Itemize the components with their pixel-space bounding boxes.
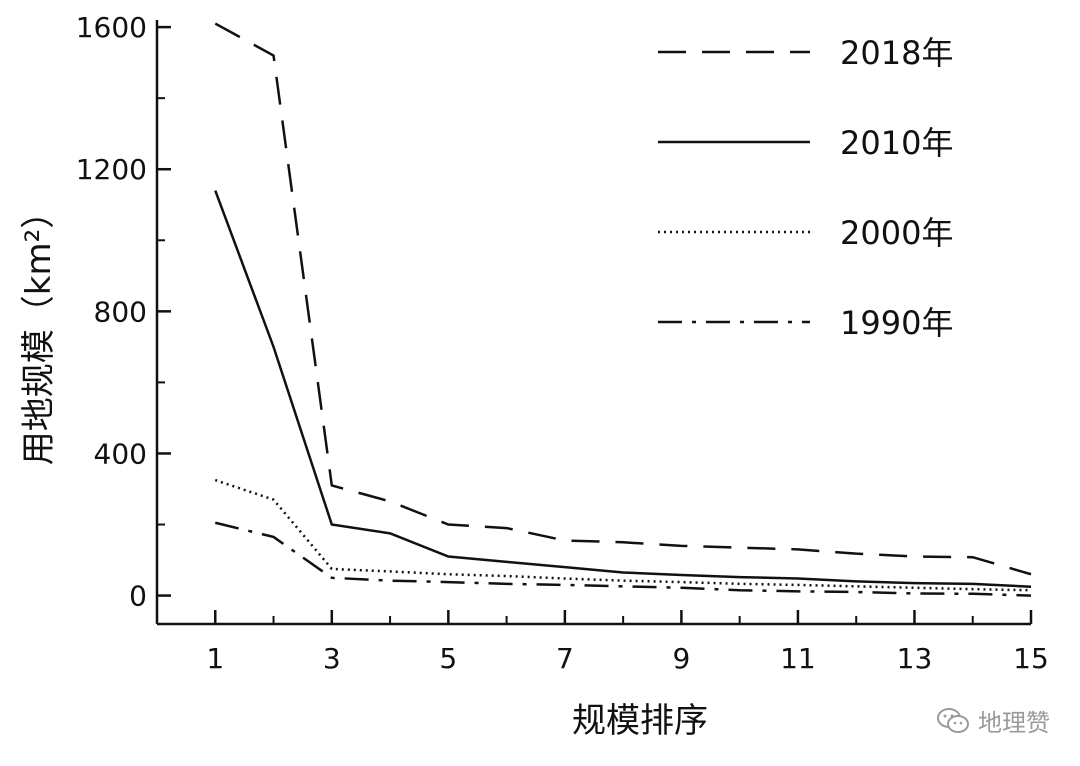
x-tick-label: 5	[439, 642, 457, 675]
x-tick-label: 3	[323, 642, 341, 675]
axes	[155, 20, 1031, 626]
legend-label-1: 2010年	[840, 124, 953, 162]
series-line-0	[214, 22, 1032, 576]
legend-label-0: 2018年	[840, 34, 953, 72]
x-axis-title: 规模排序	[572, 701, 708, 741]
x-tick-label: 7	[556, 642, 574, 675]
x-tick-label: 11	[780, 642, 816, 675]
watermark: 地理赞	[936, 703, 1050, 738]
x-tick-label: 1	[206, 642, 224, 675]
legend-label-3: 1990年	[840, 304, 953, 342]
x-tick-label: 15	[1013, 642, 1049, 675]
legend-label-2: 2000年	[840, 214, 953, 252]
y-axis-title: 用地规模（km²）	[19, 195, 59, 465]
y-tick-label: 400	[94, 437, 147, 470]
series-lines	[214, 22, 1032, 597]
y-tick-label: 1200	[76, 153, 147, 186]
watermark-text: 地理赞	[978, 709, 1050, 737]
y-tick-label: 800	[94, 295, 147, 328]
legend: 2018年 2010年 2000年 1990年	[658, 34, 953, 342]
x-tick-label: 9	[672, 642, 690, 675]
x-tick-label: 13	[897, 642, 933, 675]
y-tick-label: 1600	[76, 11, 147, 44]
y-tick-label: 0	[129, 580, 147, 613]
wechat-icon	[937, 707, 969, 733]
series-line-3	[214, 521, 1032, 597]
series-line-2	[214, 478, 1032, 592]
series-line-1	[214, 190, 1032, 588]
